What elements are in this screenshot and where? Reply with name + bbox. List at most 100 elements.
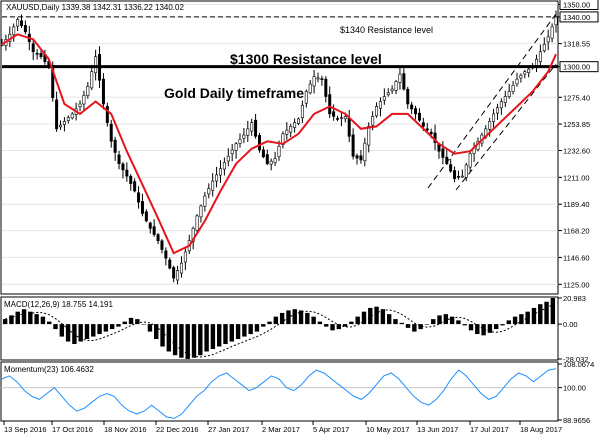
macd-bar xyxy=(172,324,178,356)
macd-bar xyxy=(141,324,146,325)
candle-body xyxy=(250,122,254,132)
macd-bar xyxy=(324,324,329,327)
candle-body xyxy=(191,228,195,242)
price-tick-box xyxy=(559,0,599,10)
price-tick-label: 1318.55 xyxy=(563,40,590,49)
candle-body xyxy=(460,175,464,178)
candle-body xyxy=(12,26,16,36)
macd-bar xyxy=(443,314,449,325)
resistance-lines[interactable] xyxy=(2,16,558,69)
candle-body xyxy=(35,52,39,55)
candle-body xyxy=(242,134,246,139)
price-tick-label: 1211.00 xyxy=(563,173,590,182)
candle-body xyxy=(453,170,457,179)
price-tick-label: 1189.40 xyxy=(563,200,590,209)
candle-body xyxy=(20,20,24,26)
candle-body xyxy=(230,149,234,155)
candle-body xyxy=(16,19,20,27)
candle-body xyxy=(538,51,542,62)
candle-body xyxy=(414,108,418,115)
candle-body xyxy=(297,118,301,124)
trend-channel-upper-line[interactable] xyxy=(427,13,557,189)
macd-bar xyxy=(368,307,373,325)
candle-body xyxy=(86,86,90,96)
candle-body xyxy=(495,107,499,114)
trend-channel[interactable] xyxy=(427,13,557,191)
macd-bar xyxy=(128,317,134,325)
macd-bar xyxy=(9,315,14,325)
price-tick-label: 1350.00 xyxy=(563,0,590,9)
candle-body xyxy=(527,68,531,74)
candle-body xyxy=(94,56,98,74)
macd-bar xyxy=(147,324,153,332)
macd-bar xyxy=(462,324,467,326)
candle-body xyxy=(371,116,375,126)
candle-body xyxy=(39,53,43,58)
candle-body xyxy=(62,121,66,125)
candle-body xyxy=(367,126,371,146)
macd-bar xyxy=(103,324,109,332)
macd-bar xyxy=(2,319,8,325)
macd-bar xyxy=(292,309,297,325)
price-pane[interactable]: XAUUSD,Daily 1339.38 1342.31 1336.22 134… xyxy=(0,0,559,295)
candle-body xyxy=(382,96,386,101)
macd-bar xyxy=(191,324,197,358)
candle-body xyxy=(503,96,507,104)
price-pane-frame xyxy=(0,0,559,295)
candle-body xyxy=(289,126,293,133)
candle-body xyxy=(218,168,222,176)
candle-body xyxy=(546,36,550,43)
macd-pane[interactable]: MACD(12,26,9) 18.755 14.191 xyxy=(0,296,559,361)
macd-bar xyxy=(135,319,140,325)
candle-body xyxy=(82,94,86,105)
price-tick-label: 1340.00 xyxy=(563,13,590,22)
macd-bar xyxy=(65,324,71,342)
macd-bar xyxy=(97,324,102,335)
date-tick-label: 18 Aug 2017 xyxy=(520,425,562,434)
macd-bar xyxy=(500,324,505,326)
candle-body xyxy=(203,195,207,207)
momentum-line xyxy=(1,368,557,419)
price-tick-label: 1253.85 xyxy=(563,120,590,129)
momentum-tick-label: 100.00 xyxy=(563,384,586,393)
date-tick-label: 13 Sep 2016 xyxy=(4,425,47,434)
candle-body xyxy=(246,128,250,136)
candle-body xyxy=(410,104,414,110)
candle-body xyxy=(550,26,554,39)
macd-bar xyxy=(399,322,404,325)
momentum-axis: 108.0674 100.00 88.9656 xyxy=(558,360,594,425)
price-tick-label: 1146.60 xyxy=(563,253,590,262)
resistance-1300-label: $1300 Resistance level xyxy=(230,51,382,67)
candle-body xyxy=(207,188,211,195)
candle-body xyxy=(417,112,421,121)
candle-body xyxy=(211,180,215,191)
date-tick-label: 18 Nov 2016 xyxy=(104,425,147,434)
macd-bar xyxy=(122,321,127,325)
macd-bar xyxy=(185,324,190,359)
candle-body xyxy=(156,234,160,242)
macd-bar xyxy=(261,324,266,327)
date-tick-label: 13 Jun 2017 xyxy=(417,425,458,434)
momentum-pane[interactable]: Momentum(23) 106.4632 xyxy=(0,361,559,422)
candle-body xyxy=(359,155,363,161)
candle-body xyxy=(320,78,324,80)
candle-body xyxy=(226,155,230,162)
macd-bar xyxy=(550,297,556,325)
macd-bar xyxy=(437,315,442,325)
trend-channel-lower-line[interactable] xyxy=(455,63,557,191)
candle-body xyxy=(304,91,308,104)
macd-bar xyxy=(254,324,260,332)
macd-bar xyxy=(418,324,423,330)
candle-body xyxy=(254,119,258,137)
macd-bar xyxy=(481,324,486,336)
candle-body xyxy=(312,76,316,87)
candle-body xyxy=(179,262,183,274)
candle-body xyxy=(421,122,425,127)
macd-bar xyxy=(525,311,530,325)
candle-body xyxy=(339,117,343,119)
macd-bar xyxy=(116,324,121,327)
macd-bar xyxy=(273,316,279,325)
macd-bar xyxy=(91,324,96,337)
